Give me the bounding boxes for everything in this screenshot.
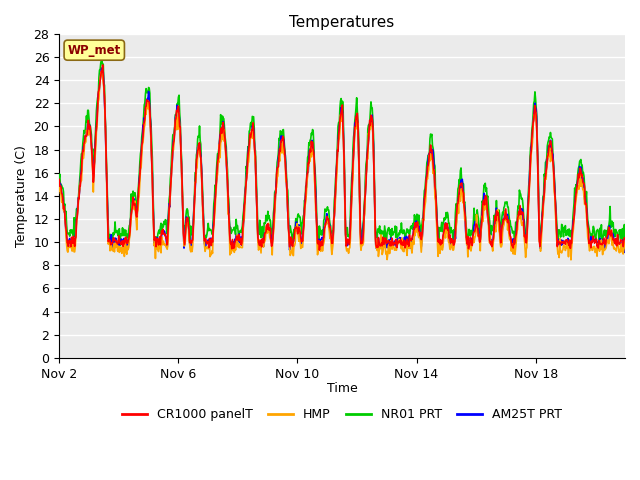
Legend: CR1000 panelT, HMP, NR01 PRT, AM25T PRT: CR1000 panelT, HMP, NR01 PRT, AM25T PRT [117, 403, 567, 426]
Title: Temperatures: Temperatures [289, 15, 395, 30]
X-axis label: Time: Time [326, 382, 358, 395]
Text: WP_met: WP_met [68, 44, 121, 57]
Y-axis label: Temperature (C): Temperature (C) [15, 145, 28, 247]
